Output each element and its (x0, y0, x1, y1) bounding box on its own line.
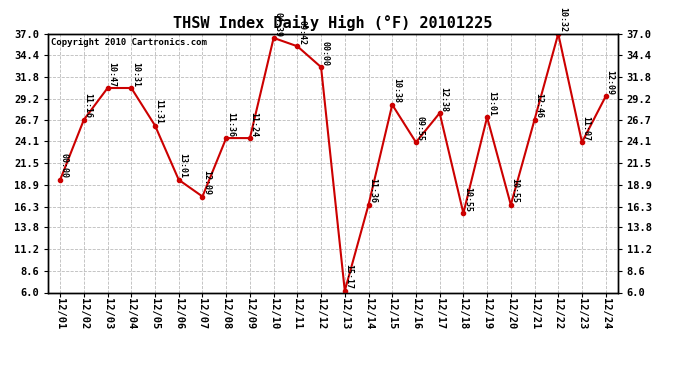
Text: 10:31: 10:31 (131, 62, 140, 87)
Text: 12:38: 12:38 (440, 87, 449, 112)
Text: 12:09: 12:09 (202, 170, 211, 195)
Text: 13:01: 13:01 (179, 153, 188, 178)
Text: 09:55: 09:55 (415, 116, 424, 141)
Text: 11:24: 11:24 (250, 112, 259, 137)
Text: 10:55: 10:55 (463, 187, 472, 212)
Text: 15:17: 15:17 (344, 264, 353, 290)
Text: 11:07: 11:07 (582, 116, 591, 141)
Title: THSW Index Daily High (°F) 20101225: THSW Index Daily High (°F) 20101225 (173, 15, 493, 31)
Text: 12:46: 12:46 (534, 93, 543, 118)
Text: 10:47: 10:47 (107, 62, 116, 87)
Text: 00:00: 00:00 (321, 41, 330, 66)
Text: Copyright 2010 Cartronics.com: Copyright 2010 Cartronics.com (51, 38, 207, 46)
Text: 11:31: 11:31 (155, 99, 164, 124)
Text: 10:32: 10:32 (558, 8, 567, 32)
Text: 10:55: 10:55 (511, 178, 520, 204)
Text: 12:09: 12:09 (605, 70, 614, 95)
Text: 09:42: 09:42 (297, 20, 306, 45)
Text: 11:36: 11:36 (226, 112, 235, 137)
Text: 04:39: 04:39 (273, 12, 282, 36)
Text: 10:38: 10:38 (392, 78, 401, 103)
Text: 11:16: 11:16 (83, 93, 92, 118)
Text: 13:01: 13:01 (486, 91, 495, 116)
Text: 11:36: 11:36 (368, 178, 377, 204)
Text: 00:00: 00:00 (60, 153, 69, 178)
